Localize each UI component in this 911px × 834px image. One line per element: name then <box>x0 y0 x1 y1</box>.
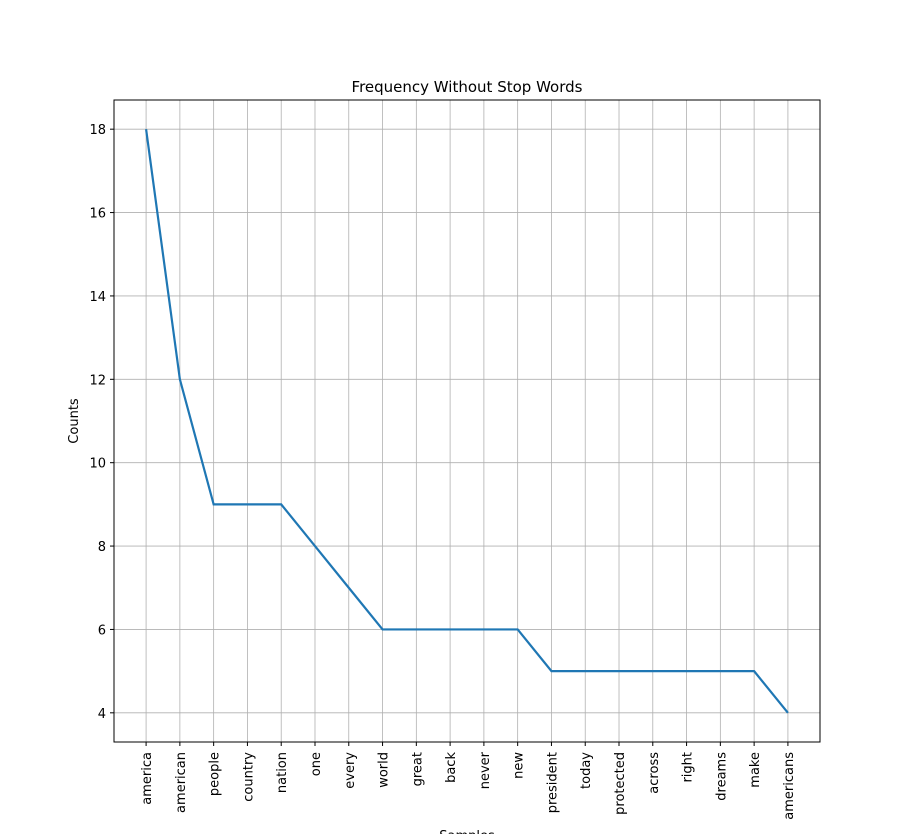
plot-frame <box>113 99 821 743</box>
data-line <box>145 129 789 714</box>
x-tick-label: one <box>309 752 324 776</box>
y-tick-label: 10 <box>89 457 106 472</box>
x-tick-label: today <box>579 752 594 789</box>
x-tick-label: great <box>410 752 425 786</box>
x-tick-label: new <box>512 752 527 779</box>
x-tick-label: american <box>174 752 189 813</box>
y-tick-label: 6 <box>98 623 106 638</box>
x-tick-label: every <box>343 752 358 789</box>
x-tick-label: president <box>545 752 560 813</box>
x-tick-label: protected <box>613 752 628 815</box>
y-axis-label: Counts <box>67 398 82 444</box>
x-tick-label: back <box>444 752 459 783</box>
x-tick-label: dreams <box>714 752 729 801</box>
y-tick-label: 4 <box>98 707 106 722</box>
x-tick-label: make <box>748 752 763 788</box>
x-tick-label: country <box>241 752 256 802</box>
x-tick-label: across <box>647 752 662 794</box>
y-tick-label: 14 <box>89 290 106 305</box>
y-tick-label: 16 <box>89 207 106 222</box>
y-tick-label: 8 <box>98 540 106 555</box>
y-tick-label: 18 <box>89 123 106 138</box>
x-tick-label: world <box>377 752 392 788</box>
x-tick-label: right <box>681 752 696 783</box>
chart-title: Frequency Without Stop Words <box>352 78 583 96</box>
x-axis-label: Samples <box>439 829 495 834</box>
x-tick-label: people <box>208 752 223 796</box>
x-tick-label: americans <box>782 752 797 820</box>
y-tick-label: 12 <box>89 373 106 388</box>
x-tick-label: america <box>140 752 155 805</box>
x-tick-label: nation <box>275 752 290 793</box>
x-tick-label: never <box>478 751 493 789</box>
